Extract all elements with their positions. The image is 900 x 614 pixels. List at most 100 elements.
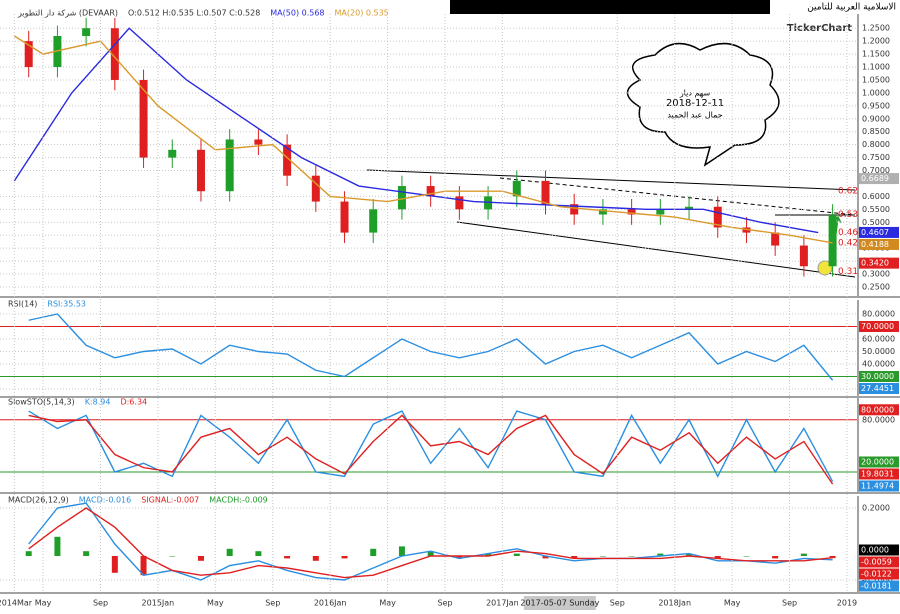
- y-tick-label: 1.2500: [862, 24, 890, 33]
- series-line: [28, 507, 833, 579]
- candle-body: [254, 139, 263, 145]
- x-tick-label: May: [35, 599, 52, 608]
- cursor-label: 2017-05-07 Sunday: [520, 599, 599, 608]
- price-tag-label: 0.0000: [861, 546, 889, 555]
- histogram-bar: [427, 551, 434, 556]
- level-label: 0.53: [838, 210, 858, 220]
- series-line: [13, 27, 819, 234]
- candle-body: [168, 149, 177, 158]
- x-tick-label: Sep: [437, 599, 452, 608]
- series-line: [28, 410, 834, 482]
- histogram-bar: [686, 553, 693, 556]
- histogram-bar: [111, 556, 118, 573]
- y-tick-label: 1.2000: [862, 37, 890, 46]
- x-tick-label: Sep: [782, 599, 797, 608]
- candle-body: [426, 186, 435, 197]
- note-cloud: [626, 42, 780, 167]
- price-tag-label: -0.0059: [861, 558, 892, 567]
- price-tag-label: 11.4974: [861, 482, 894, 491]
- price-tag: [859, 257, 899, 269]
- candle-body: [196, 149, 205, 192]
- price-tag-label: 20.0000: [861, 458, 894, 467]
- histogram-bar: [513, 553, 520, 556]
- y-tick-label: 80.0000: [862, 310, 895, 319]
- candle-body: [541, 180, 550, 205]
- price-tag-label: 80.0000: [861, 405, 894, 414]
- candle-body: [455, 196, 464, 210]
- y-tick-label: 80.0000: [862, 415, 895, 424]
- legend-entry: SlowSTO(5,14,3): [8, 398, 75, 407]
- note-text: جمال عبد الحميد: [667, 111, 722, 120]
- price-tag: [859, 238, 899, 250]
- y-tick-label: 0.8000: [862, 140, 890, 149]
- y-tick-label: 0.9000: [862, 114, 890, 123]
- y-tick-label: 60.0000: [862, 335, 895, 344]
- candle-body: [685, 206, 694, 210]
- histogram-bar: [571, 556, 578, 559]
- price-tag: [859, 556, 899, 568]
- price-tag: [859, 371, 899, 382]
- candle-body: [828, 215, 837, 267]
- price-tag-label: 70.0000: [861, 322, 894, 331]
- cursor-box: [523, 596, 596, 610]
- candle-body: [799, 245, 808, 267]
- legend-entry: MACDH:-0.009: [209, 496, 267, 505]
- histogram-bar: [456, 556, 463, 559]
- histogram-bar: [714, 556, 721, 559]
- candle-body: [110, 28, 119, 80]
- y-tick-label: 0.6000: [862, 192, 890, 201]
- histogram-bar: [542, 556, 549, 559]
- y-tick-label: 40.0000: [862, 360, 895, 369]
- price-tag-label: 0.3420: [861, 259, 889, 268]
- price-tag: [859, 580, 899, 592]
- x-tick-label: 2016Jan: [314, 599, 347, 608]
- y-tick-label: 0.9500: [862, 101, 890, 110]
- y-tick-label: 0.8500: [862, 127, 890, 136]
- histogram-bar: [370, 548, 377, 556]
- x-tick-label: 2018Jan: [658, 599, 691, 608]
- histogram-bar: [83, 551, 90, 556]
- histogram-bar: [599, 556, 606, 557]
- price-tag-label: 19.8031: [861, 470, 894, 479]
- legend-entry: SIGNAL:-0.007: [141, 496, 199, 505]
- x-tick-label: 2017Jan: [486, 599, 519, 608]
- y-tick-label: 0.5000: [862, 218, 890, 227]
- legend-entry: RSI(14): [8, 300, 37, 309]
- price-tag-label: 27.4451: [861, 384, 894, 393]
- y-tick-label: 0.5500: [862, 205, 890, 214]
- legend-entry: MA(20) 0.535: [335, 9, 389, 18]
- legend-entry: K:8.94: [85, 398, 111, 407]
- candle-body: [340, 201, 349, 233]
- x-tick-label: May: [724, 599, 741, 608]
- x-tick-label: May: [207, 599, 224, 608]
- histogram-bar: [226, 548, 233, 556]
- level-label: 0.31: [838, 267, 858, 277]
- histogram-bar: [54, 536, 61, 556]
- y-tick-label: 0.2500: [862, 282, 890, 291]
- histogram-bar: [628, 556, 635, 557]
- y-tick-label: 1.1500: [862, 50, 890, 59]
- price-tag-label: -0.0122: [861, 570, 892, 579]
- level-label: 0.42: [838, 238, 858, 248]
- histogram-bar: [341, 556, 348, 559]
- price-tag: [859, 173, 899, 185]
- histogram-bar: [197, 556, 204, 561]
- histogram-bar: [25, 551, 32, 556]
- candle-body: [570, 204, 579, 215]
- legend-entry: MACD:-0.016: [79, 496, 131, 505]
- note-text: 2018-12-11: [666, 98, 724, 109]
- x-tick-label: 2014Mar: [0, 599, 33, 608]
- y-tick-label: 0.7500: [862, 153, 890, 162]
- series-line: [13, 35, 833, 244]
- histogram-bar: [800, 553, 807, 556]
- price-tag: [859, 568, 899, 580]
- histogram-bar: [743, 556, 750, 557]
- x-tick-label: Sep: [265, 599, 280, 608]
- level-label: 0.62: [838, 187, 858, 197]
- trendline: [366, 169, 856, 191]
- y-tick-label: 50.0000: [862, 347, 895, 356]
- candle-body: [512, 180, 521, 197]
- histogram-bar: [485, 553, 492, 556]
- y-tick-label: 0.3000: [862, 270, 890, 279]
- x-tick-label: 2019: [837, 599, 857, 608]
